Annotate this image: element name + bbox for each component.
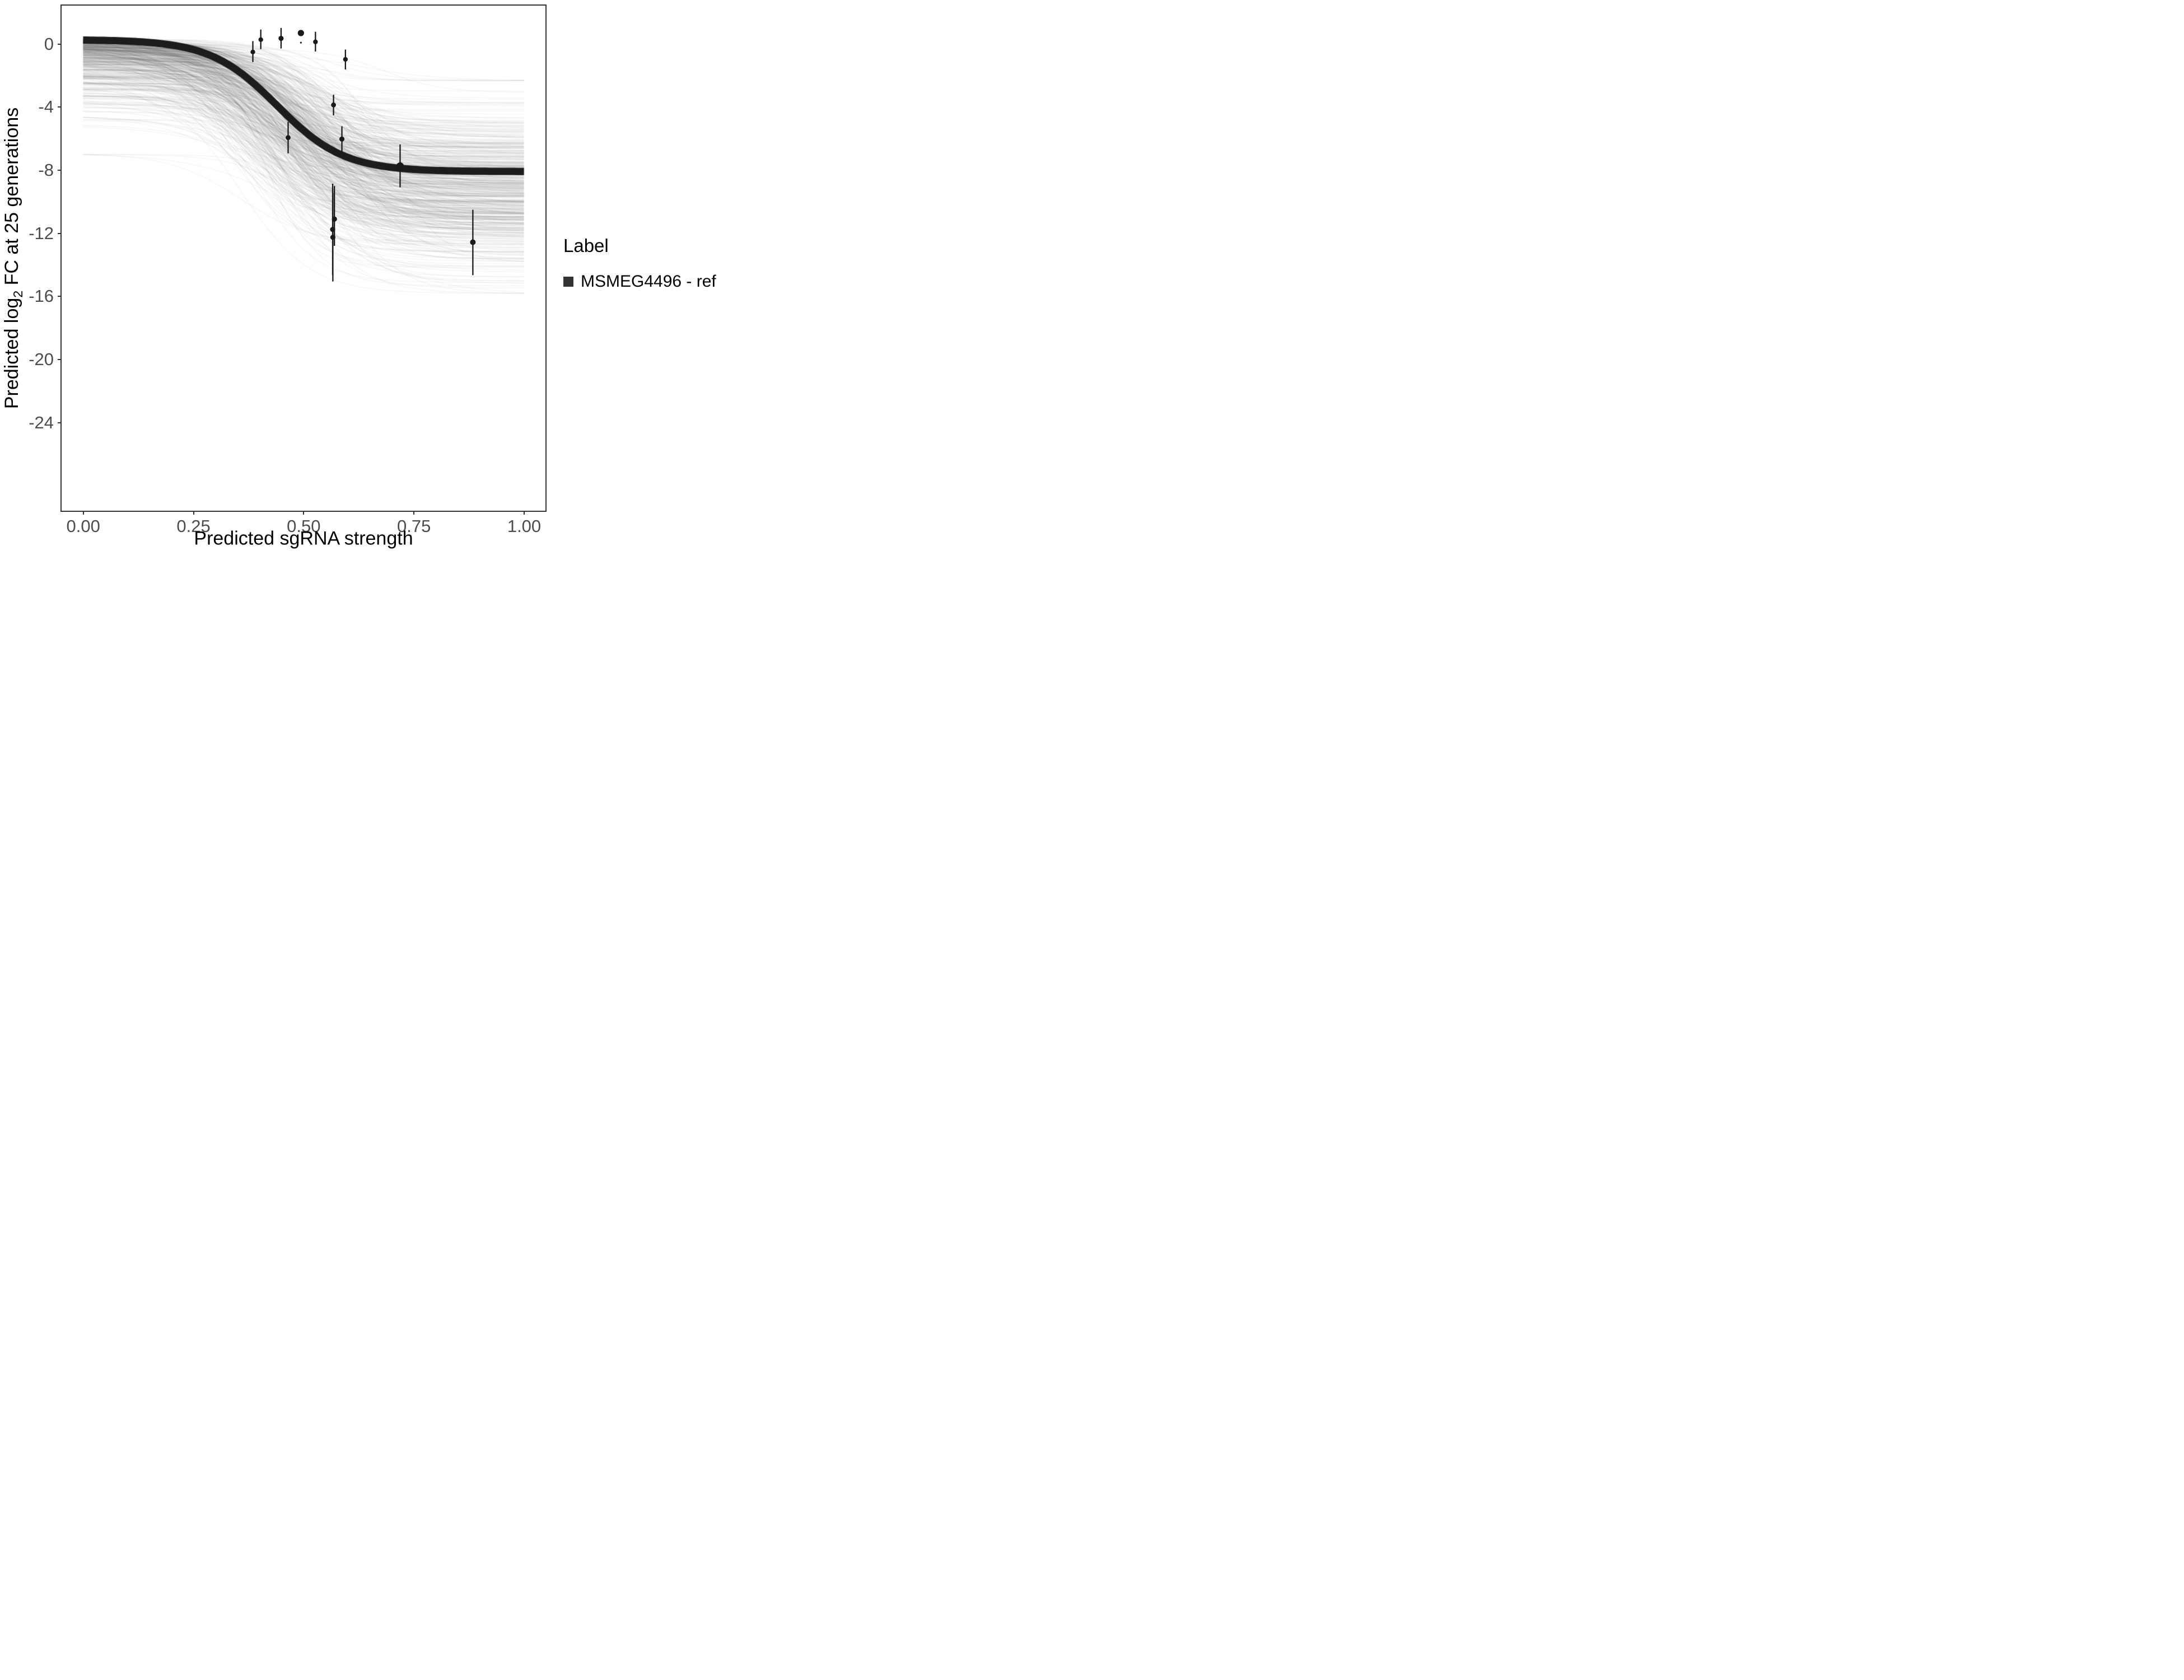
data-point: [339, 136, 345, 142]
legend-item: MSMEG4496 - ref: [563, 272, 726, 291]
y-tick-label: -12: [29, 223, 54, 243]
y-tick-label: 0: [44, 34, 54, 54]
y-tick-mark: [58, 43, 62, 45]
plot-panel: [60, 4, 547, 512]
legend: Label MSMEG4496 - ref: [563, 235, 726, 291]
data-point: [258, 37, 264, 43]
y-tick-label: -24: [29, 412, 54, 432]
data-point: [286, 135, 291, 141]
x-tick-mark: [413, 511, 415, 515]
data-point: [313, 39, 318, 44]
x-tick-mark: [524, 511, 525, 515]
y-axis-title: Predicted log2 FC at 25 generations: [1, 107, 25, 409]
points-layer: [250, 27, 476, 282]
y-tick-label: -16: [29, 286, 54, 306]
x-tick-mark: [82, 511, 84, 515]
data-point: [396, 162, 404, 170]
legend-title: Label: [563, 235, 609, 256]
data-point: [298, 30, 305, 36]
x-tick-label: 0.50: [287, 516, 321, 536]
y-tick-mark: [58, 170, 62, 171]
data-point: [300, 41, 302, 44]
x-tick-label: 1.00: [507, 516, 542, 536]
x-tick-label: 0.25: [176, 516, 211, 536]
figure: 0.00 0.25 0.50 0.75 1.00 0 -4 -8 -12 -16 -20 -24 P…: [0, 0, 728, 560]
data-point: [250, 49, 256, 54]
data-point: [331, 102, 337, 108]
y-tick-label: -4: [38, 97, 54, 117]
x-tick-label: 0.75: [397, 516, 431, 536]
y-tick-mark: [58, 422, 62, 423]
y-tick-mark: [58, 359, 62, 361]
x-tick-mark: [193, 511, 194, 515]
data-point: [343, 57, 348, 62]
x-axis-title: Predicted sgRNA strength: [194, 528, 413, 549]
data-point: [278, 35, 284, 41]
legend-key-swatch: [563, 277, 573, 287]
y-tick-label: -8: [38, 160, 54, 180]
legend-item-label: MSMEG4496 - ref: [581, 272, 716, 291]
y-tick-mark: [58, 296, 62, 297]
x-tick-label: 0.00: [66, 516, 100, 536]
data-point: [330, 235, 336, 240]
spaghetti-canvas: [62, 6, 546, 511]
y-tick-mark: [58, 232, 62, 234]
y-tick-mark: [58, 106, 62, 108]
y-tick-label: -20: [29, 349, 54, 370]
x-tick-mark: [303, 511, 305, 515]
data-point: [470, 239, 476, 245]
